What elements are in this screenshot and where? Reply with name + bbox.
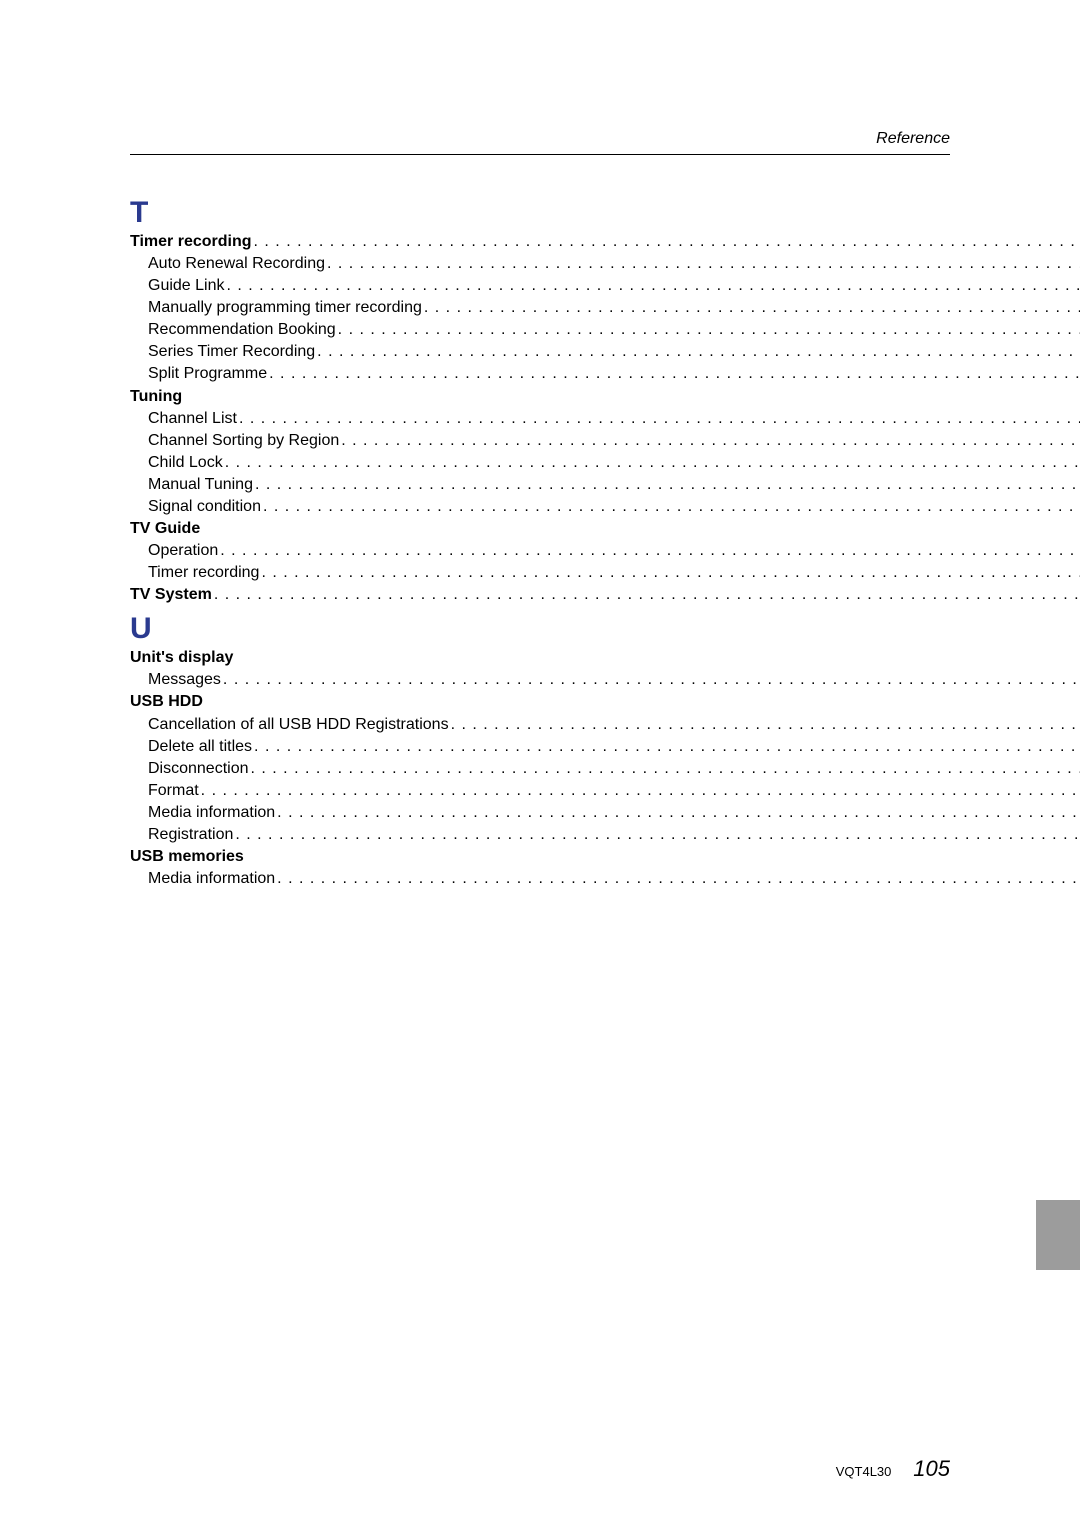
index-letter: U — [130, 612, 1080, 645]
index-entry-label: USB memories — [130, 846, 244, 868]
index-entry: Messages93 — [130, 669, 1080, 691]
leader-dots — [315, 341, 1080, 363]
index-entry: Disconnection63, 74 — [130, 758, 1080, 780]
page-content: Reference TTimer recording30Auto Renewal… — [130, 130, 950, 1446]
index-entry-label: Manually programming timer recording — [148, 297, 422, 319]
leader-dots — [212, 584, 1080, 606]
index-entry: Series Timer Recording31 — [130, 341, 1080, 363]
index-entry-label: Media information — [148, 868, 275, 890]
index-entry-label: Disconnection — [148, 758, 249, 780]
index-entry: Timer recording30 — [130, 562, 1080, 584]
index-entry-label: Messages — [148, 669, 221, 691]
leader-dots — [339, 430, 1080, 452]
index-entry: Manual Tuning71 — [130, 474, 1080, 496]
index-entry: Operation25 — [130, 540, 1080, 562]
index-entry-label: Unit's display — [130, 647, 233, 669]
index-columns: TTimer recording30Auto Renewal Recording… — [130, 190, 950, 890]
index-entry-label: Signal condition — [148, 496, 261, 518]
index-entry: Auto Renewal Recording33 — [130, 253, 1080, 275]
index-entry: Signal condition71 — [130, 496, 1080, 518]
index-entry: USB memories — [130, 846, 1080, 868]
leader-dots — [275, 868, 1080, 890]
leader-dots — [199, 780, 1080, 802]
index-entry-label: TV Guide — [130, 518, 200, 540]
side-tab — [1036, 1200, 1080, 1270]
index-entry-label: Recommendation Booking — [148, 319, 336, 341]
leader-dots — [249, 758, 1080, 780]
leader-dots — [225, 275, 1080, 297]
doc-code: VQT4L30 — [836, 1464, 892, 1479]
leader-dots — [267, 363, 1080, 385]
leader-dots — [449, 714, 1080, 736]
leader-dots — [237, 408, 1080, 430]
leader-dots — [218, 540, 1080, 562]
leader-dots — [259, 562, 1080, 584]
index-entry: TV System76 — [130, 584, 1080, 606]
leader-dots — [336, 319, 1080, 341]
leader-dots — [233, 824, 1080, 846]
index-entry: TV Guide — [130, 518, 1080, 540]
leader-dots — [252, 736, 1080, 758]
index-entry-label: Operation — [148, 540, 218, 562]
index-entry: Timer recording30 — [130, 231, 1080, 253]
leader-dots — [221, 669, 1080, 691]
index-entry: Unit's display — [130, 647, 1080, 669]
page-number: 105 — [913, 1456, 950, 1481]
index-entry-label: Guide Link — [148, 275, 225, 297]
index-entry: Format74 — [130, 780, 1080, 802]
leader-dots — [325, 253, 1080, 275]
index-entry-label: Auto Renewal Recording — [148, 253, 325, 275]
index-entry-label: Media information — [148, 802, 275, 824]
leader-dots — [275, 802, 1080, 824]
section-header: Reference — [876, 130, 950, 148]
index-entry: Guide Link31 — [130, 275, 1080, 297]
index-entry-label: Channel Sorting by Region — [148, 430, 339, 452]
index-entry: Registration63, 74 — [130, 824, 1080, 846]
leader-dots — [252, 231, 1080, 253]
index-entry-label: TV System — [130, 584, 212, 606]
index-entry-label: Registration — [148, 824, 233, 846]
index-entry-label: Split Programme — [148, 363, 267, 385]
index-entry-label: Manual Tuning — [148, 474, 253, 496]
index-entry: Recommendation Booking32 — [130, 319, 1080, 341]
index-entry: Split Programme31 — [130, 363, 1080, 385]
index-entry-label: Timer recording — [130, 231, 252, 253]
index-entry-label: Tuning — [130, 386, 182, 408]
index-entry-label: Cancellation of all USB HDD Registration… — [148, 714, 449, 736]
index-entry: Media information6, 10 — [130, 868, 1080, 890]
index-entry-label: Channel List — [148, 408, 237, 430]
leader-dots — [261, 496, 1080, 518]
leader-dots — [223, 452, 1080, 474]
index-entry-label: USB HDD — [130, 691, 203, 713]
leader-dots — [422, 297, 1080, 319]
index-entry: Manually programming timer recording32 — [130, 297, 1080, 319]
index-entry-label: Timer recording — [148, 562, 259, 584]
index-entry: Channel Sorting by Region71 — [130, 430, 1080, 452]
index-entry-label: Child Lock — [148, 452, 223, 474]
index-letter: T — [130, 196, 1080, 229]
index-entry: Delete all titles74 — [130, 736, 1080, 758]
index-entry: Media information6 — [130, 802, 1080, 824]
left-column: TTimer recording30Auto Renewal Recording… — [130, 190, 1080, 890]
index-entry: Tuning — [130, 386, 1080, 408]
index-entry: Channel List70 — [130, 408, 1080, 430]
header-rule — [130, 154, 950, 155]
index-entry-label: Format — [148, 780, 199, 802]
index-entry-label: Delete all titles — [148, 736, 252, 758]
page-footer: VQT4L30 105 — [836, 1456, 950, 1482]
index-entry-label: Series Timer Recording — [148, 341, 315, 363]
index-entry: Cancellation of all USB HDD Registration… — [130, 714, 1080, 736]
index-entry: Child Lock72 — [130, 452, 1080, 474]
index-entry: USB HDD — [130, 691, 1080, 713]
leader-dots — [253, 474, 1080, 496]
